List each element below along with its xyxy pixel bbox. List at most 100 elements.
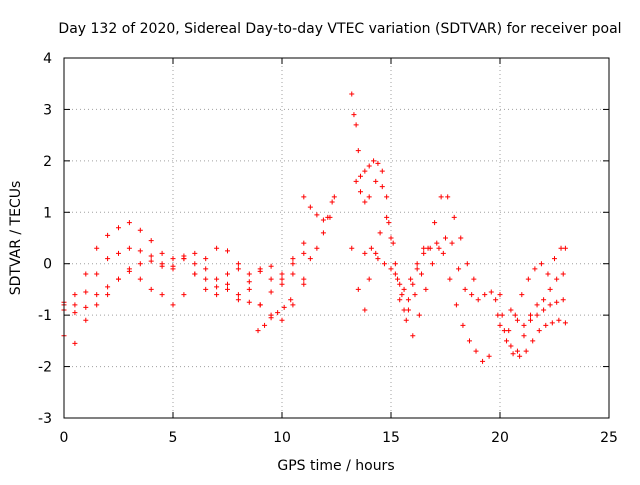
data-point xyxy=(214,276,220,282)
data-point xyxy=(320,217,326,223)
data-point xyxy=(410,333,416,339)
data-point xyxy=(475,297,481,303)
data-point xyxy=(290,271,296,277)
x-tick-label: 20 xyxy=(491,430,509,446)
plot-frame xyxy=(63,57,610,419)
data-point xyxy=(554,276,560,282)
data-point xyxy=(235,261,241,267)
data-point xyxy=(373,250,379,256)
data-point xyxy=(301,194,307,200)
data-point xyxy=(105,232,111,238)
data-point xyxy=(508,343,514,349)
data-point xyxy=(499,312,505,318)
data-point xyxy=(307,204,313,210)
data-point xyxy=(543,322,549,328)
data-point xyxy=(279,317,285,323)
data-point xyxy=(357,173,363,179)
data-point xyxy=(288,297,294,303)
data-point xyxy=(349,91,355,97)
data-point xyxy=(532,266,538,272)
data-point xyxy=(384,194,390,200)
data-point xyxy=(105,292,111,298)
data-point xyxy=(351,112,357,118)
data-point xyxy=(362,199,368,205)
data-point xyxy=(325,214,331,220)
data-point xyxy=(514,348,520,354)
data-point xyxy=(410,281,416,287)
data-point xyxy=(246,299,252,305)
data-point xyxy=(262,322,268,328)
data-point xyxy=(307,256,313,262)
data-point xyxy=(203,266,209,272)
data-point xyxy=(545,271,551,277)
series-track-c xyxy=(61,266,307,346)
data-point xyxy=(94,245,100,251)
data-point xyxy=(371,158,377,164)
data-point xyxy=(438,194,444,200)
y-tick-label: 4 xyxy=(43,51,52,67)
data-point xyxy=(421,245,427,251)
data-point xyxy=(116,276,121,282)
data-point xyxy=(480,358,486,364)
data-point xyxy=(534,302,540,308)
data-point xyxy=(392,271,398,277)
series-track-m xyxy=(495,271,566,354)
data-point xyxy=(416,312,422,318)
data-point xyxy=(126,220,132,226)
data-point xyxy=(377,230,383,236)
data-point xyxy=(94,292,100,298)
data-point xyxy=(72,292,78,298)
tick-layer: 0 5 10 15 20 25 -3 -2 -1 0 1 2 3 4 xyxy=(38,51,618,446)
data-point xyxy=(72,310,78,316)
data-point xyxy=(554,299,560,305)
data-point xyxy=(353,122,359,128)
data-layer xyxy=(61,91,568,364)
data-point xyxy=(519,292,525,298)
data-point xyxy=(379,168,385,174)
data-point xyxy=(562,245,568,251)
y-tick-label: -1 xyxy=(38,308,52,324)
data-point xyxy=(405,307,411,313)
data-point xyxy=(170,302,176,308)
x-tick-label: 10 xyxy=(273,430,291,446)
data-point xyxy=(523,348,529,354)
data-point xyxy=(397,281,403,287)
data-point xyxy=(388,266,394,272)
series-track-k xyxy=(362,240,492,364)
data-point xyxy=(506,328,512,334)
data-point xyxy=(541,307,547,313)
data-point xyxy=(329,199,335,205)
data-point xyxy=(105,284,111,290)
data-point xyxy=(255,328,261,334)
data-point xyxy=(451,214,457,220)
data-point xyxy=(279,271,285,277)
data-point xyxy=(412,292,418,298)
data-point xyxy=(314,245,320,251)
data-point xyxy=(126,245,132,251)
data-point xyxy=(116,250,121,256)
data-point xyxy=(453,302,459,308)
data-point xyxy=(399,292,405,298)
data-point xyxy=(419,271,425,277)
data-point xyxy=(530,338,536,344)
data-point xyxy=(301,276,307,282)
data-point xyxy=(495,312,501,318)
data-point xyxy=(203,276,209,282)
data-point xyxy=(362,168,368,174)
data-point xyxy=(170,256,176,262)
data-point xyxy=(473,348,479,354)
data-point xyxy=(549,320,555,326)
data-point xyxy=(192,261,198,267)
data-point xyxy=(525,276,531,282)
data-point xyxy=(552,256,557,262)
y-tick-label: -3 xyxy=(38,411,52,427)
data-point xyxy=(83,289,89,295)
data-point xyxy=(375,160,381,166)
data-point xyxy=(137,227,143,233)
data-point xyxy=(246,279,252,285)
data-point xyxy=(148,253,154,259)
series-track-g xyxy=(301,194,335,223)
data-point xyxy=(281,304,287,310)
